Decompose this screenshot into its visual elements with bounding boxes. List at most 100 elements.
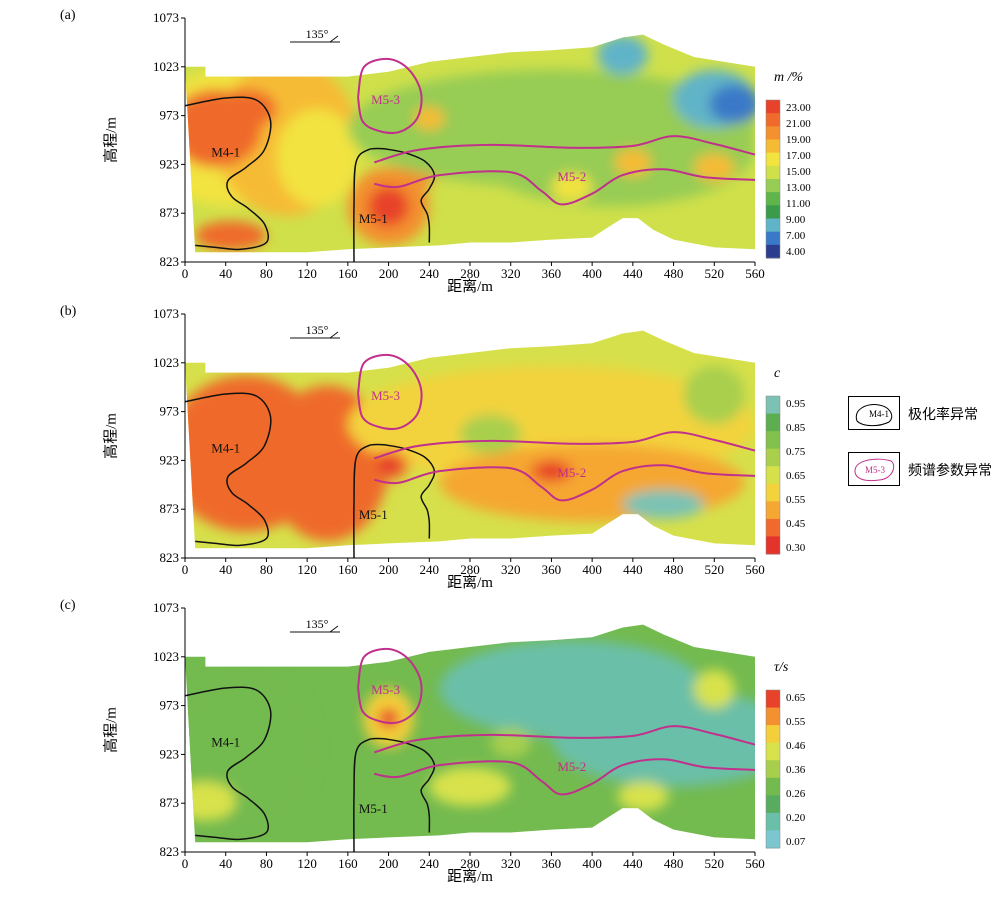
panel-label: (b) bbox=[60, 304, 77, 319]
chart-svg-c: M4-1 M5-1 M5-2 M5-3 135° 0 40 80 120 160 200 240 280… bbox=[153, 600, 806, 871]
legend-symbol-box: M5-3 bbox=[848, 452, 900, 486]
y-axis-label: 高程/m bbox=[103, 707, 120, 753]
x-tick-label: 280 bbox=[460, 562, 480, 577]
colorbar-swatch bbox=[766, 483, 780, 502]
heatmap-cell bbox=[617, 781, 669, 812]
y-tick-label: 873 bbox=[160, 795, 180, 810]
heatmap-cell bbox=[693, 669, 735, 709]
direction-label: 135° bbox=[306, 323, 329, 337]
x-tick-label: 520 bbox=[705, 562, 725, 577]
x-tick-label: 320 bbox=[501, 266, 521, 281]
colorbar-swatch bbox=[766, 126, 780, 140]
colorbar-tick-label: 7.00 bbox=[786, 230, 806, 242]
colorbar-swatch bbox=[766, 690, 780, 709]
anomaly-outline-icon: M4-1 bbox=[855, 404, 893, 427]
heatmap-cell bbox=[276, 108, 359, 207]
x-tick-label: 280 bbox=[460, 266, 480, 281]
colorbar-tick-label: 0.65 bbox=[786, 470, 806, 482]
colorbar-tick-label: 0.65 bbox=[786, 692, 806, 704]
legend-label: 频谱参数异常 bbox=[908, 463, 992, 479]
heatmap-cell bbox=[490, 728, 532, 758]
colorbar-tick-label: 4.00 bbox=[786, 246, 806, 258]
anomaly-outline-m5-2 bbox=[374, 758, 756, 796]
anomaly-outline-m5-1 bbox=[384, 738, 436, 833]
legend-spectral: M5-3 频谱参数异常 bbox=[848, 452, 998, 486]
y-tick-label: 1023 bbox=[153, 59, 179, 74]
x-tick-label: 400 bbox=[582, 856, 602, 871]
y-tick-label: 1073 bbox=[153, 10, 179, 25]
anomaly-outline-m5-3 bbox=[357, 647, 423, 724]
anomaly-label: M5-1 bbox=[359, 801, 388, 816]
colorbar-tick-label: 23.00 bbox=[786, 102, 811, 114]
legend-polarization: M4-1 极化率异常 bbox=[848, 396, 998, 430]
heatmap-cell bbox=[597, 35, 649, 75]
anomaly-outline-icon: M5-3 bbox=[854, 458, 895, 482]
x-tick-label: 0 bbox=[182, 856, 189, 871]
colorbar-swatch bbox=[766, 152, 780, 167]
x-tick-label: 120 bbox=[297, 562, 317, 577]
anomaly-label: M4-1 bbox=[211, 441, 240, 456]
colorbar-swatch bbox=[766, 165, 780, 180]
heatmap-blobs bbox=[185, 35, 755, 251]
heatmap-cell bbox=[614, 148, 652, 177]
y-tick-label: 823 bbox=[160, 844, 180, 859]
x-tick-label: 160 bbox=[338, 856, 358, 871]
x-tick-label: 40 bbox=[219, 856, 232, 871]
colorbar-title: c bbox=[774, 366, 781, 381]
x-tick-label: 240 bbox=[420, 856, 440, 871]
anomaly-label: M5-3 bbox=[371, 388, 400, 403]
x-tick-label: 160 bbox=[338, 266, 358, 281]
colorbar-frame bbox=[765, 395, 781, 555]
x-tick-label: 240 bbox=[420, 266, 440, 281]
colorbar-tick-label: 0.07 bbox=[786, 836, 806, 848]
anomaly-outline-m4-1 bbox=[184, 96, 272, 251]
x-tick-label: 80 bbox=[260, 562, 273, 577]
x-tick-label: 280 bbox=[460, 856, 480, 871]
colorbar-swatch bbox=[766, 466, 780, 485]
x-tick-label: 200 bbox=[379, 562, 399, 577]
chart-panel-b: M4-1 M5-1 M5-2 M5-3 135° 0 40 80 120 160 200 240 280… bbox=[0, 296, 1000, 591]
anomaly-label: M5-3 bbox=[371, 92, 400, 107]
colorbar-tick-label: 0.26 bbox=[786, 788, 806, 800]
x-tick-label: 360 bbox=[542, 856, 562, 871]
colorbar-tick-label: 21.00 bbox=[786, 118, 811, 130]
y-tick-label: 973 bbox=[160, 108, 180, 123]
anomaly-outline-m5-2 bbox=[374, 168, 756, 206]
x-axis-label: 距离/m bbox=[447, 279, 493, 295]
heatmap-cell bbox=[693, 153, 735, 181]
colorbar-tick-label: 0.55 bbox=[786, 716, 806, 728]
colorbar-swatch bbox=[766, 431, 780, 450]
x-tick-label: 160 bbox=[338, 562, 358, 577]
x-tick-label: 400 bbox=[582, 266, 602, 281]
colorbar-tick-label: 0.46 bbox=[786, 740, 806, 752]
heatmap-cell bbox=[195, 221, 267, 251]
y-tick-label: 823 bbox=[160, 254, 180, 269]
anomaly-label: M5-2 bbox=[557, 759, 586, 774]
x-tick-label: 520 bbox=[705, 266, 725, 281]
colorbar-swatch bbox=[766, 396, 780, 415]
colorbar-tick-label: 9.00 bbox=[786, 214, 806, 226]
anomaly-label: M5-2 bbox=[557, 169, 586, 184]
colorbar-swatch bbox=[766, 518, 780, 537]
x-tick-label: 560 bbox=[745, 856, 765, 871]
colorbar-swatch bbox=[766, 795, 780, 814]
y-tick-label: 823 bbox=[160, 550, 180, 565]
colorbar-swatch bbox=[766, 100, 780, 114]
x-tick-label: 80 bbox=[260, 856, 273, 871]
colorbar-tick-label: 0.20 bbox=[786, 812, 806, 824]
direction-label: 135° bbox=[306, 617, 329, 631]
x-tick-label: 400 bbox=[582, 562, 602, 577]
colorbar-swatch bbox=[766, 760, 780, 779]
colorbar-frame bbox=[765, 99, 781, 259]
anomaly-outline-m5-2 bbox=[374, 464, 756, 502]
x-tick-label: 200 bbox=[379, 856, 399, 871]
heatmap-cell bbox=[622, 489, 705, 519]
anomaly-outline-m5-2 bbox=[374, 135, 756, 164]
direction-arrow-head bbox=[329, 331, 339, 339]
colorbar-swatch bbox=[766, 501, 780, 520]
colorbar-title: τ/s bbox=[774, 660, 789, 675]
colorbar-swatch bbox=[766, 205, 780, 219]
heatmap-cell bbox=[709, 84, 755, 124]
colorbar-title: m /% bbox=[774, 70, 804, 85]
colorbar-swatch bbox=[766, 812, 780, 831]
